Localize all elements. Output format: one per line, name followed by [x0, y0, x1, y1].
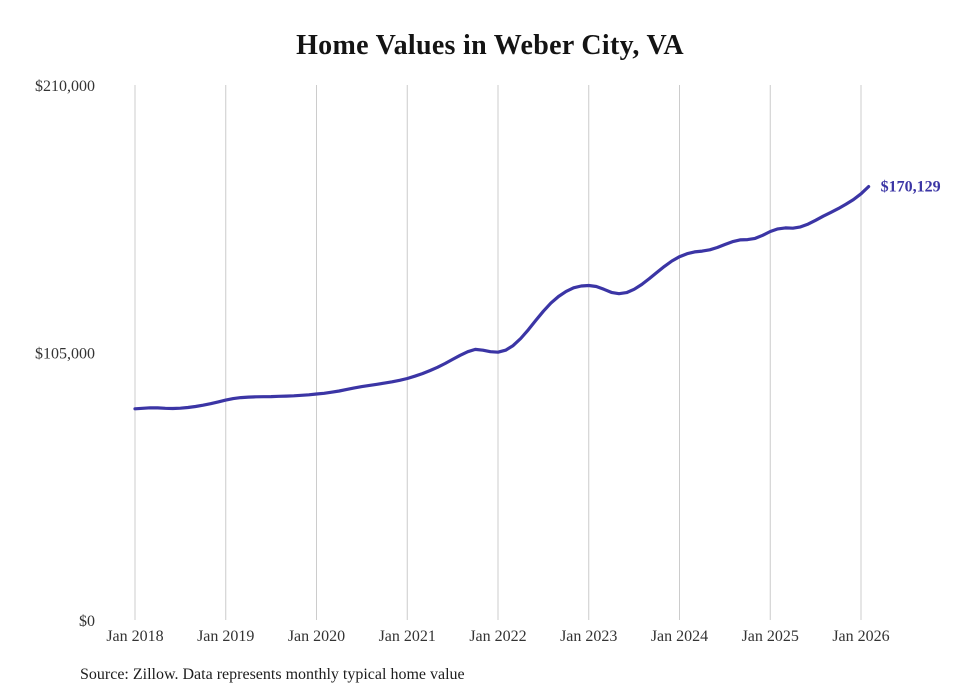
x-axis-label: Jan 2024	[651, 628, 708, 645]
source-note: Source: Zillow. Data represents monthly …	[80, 666, 465, 683]
x-axis-label: Jan 2020	[288, 628, 345, 645]
current-value-label: $170,129	[881, 179, 941, 196]
x-axis-label: Jan 2019	[197, 628, 254, 645]
value-line	[133, 185, 871, 411]
y-axis-label: $210,000	[35, 78, 95, 95]
y-axis-label: $0	[79, 613, 95, 630]
y-axis-label: $105,000	[35, 346, 95, 363]
x-axis-label: Jan 2022	[469, 628, 526, 645]
chart-title: Home Values in Weber City, VA	[296, 30, 684, 61]
x-axis-label: Jan 2023	[560, 628, 617, 645]
x-axis-label: Jan 2021	[379, 628, 436, 645]
x-axis-label: Jan 2026	[832, 628, 889, 645]
x-axis-label: Jan 2018	[106, 628, 163, 645]
x-axis-label: Jan 2025	[742, 628, 799, 645]
